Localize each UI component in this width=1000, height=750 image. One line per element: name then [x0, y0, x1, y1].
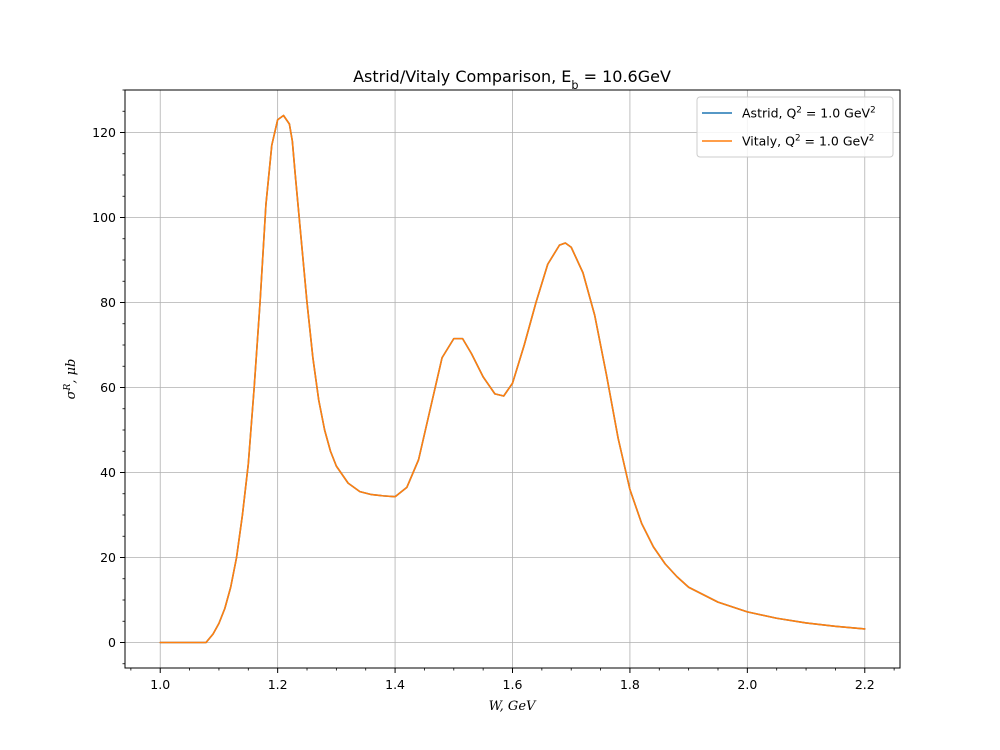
y-tick-label: 80 [100, 295, 116, 310]
y-tick-label: 100 [92, 210, 116, 225]
x-tick-label: 1.0 [150, 677, 170, 692]
legend-label: Astrid, Q2 = 1.0 GeV2 [742, 106, 876, 121]
y-tick-label: 20 [100, 550, 116, 565]
series-lines [159, 114, 866, 644]
y-axis-ticks: 0 20 40 60 80 100 120 [92, 89, 125, 665]
chart-title-text: Astrid/Vitaly Comparison, Eb = 10.6GeV [353, 67, 671, 92]
y-tick-label: 120 [92, 125, 116, 140]
x-tick-label: 1.6 [503, 677, 523, 692]
legend: Astrid, Q2 = 1.0 GeV2 Vitaly, Q2 = 1.0 Ge… [696, 96, 894, 158]
x-tick-label: 1.8 [620, 677, 640, 692]
legend-box [696, 96, 894, 158]
y-axis-label: σR, μb [63, 359, 79, 400]
y-tick-label: 40 [100, 465, 116, 480]
x-tick-label: 2.2 [855, 677, 875, 692]
x-tick-label: 1.2 [268, 677, 288, 692]
x-tick-label: 1.4 [385, 677, 405, 692]
x-tick-label: 2.0 [737, 677, 757, 692]
x-axis-ticks: 1.0 1.2 1.4 1.6 1.8 2.0 2.2 [130, 668, 895, 692]
chart-title: Astrid/Vitaly Comparison, Eb = 10.6GeV [353, 67, 671, 92]
y-tick-label: 60 [100, 380, 116, 395]
x-axis-label: W, GeV [489, 699, 537, 714]
y-tick-label: 0 [108, 635, 116, 650]
grid [125, 90, 900, 668]
series-line-vitaly [159, 114, 866, 644]
legend-label: Vitaly, Q2 = 1.0 GeV2 [742, 134, 874, 149]
